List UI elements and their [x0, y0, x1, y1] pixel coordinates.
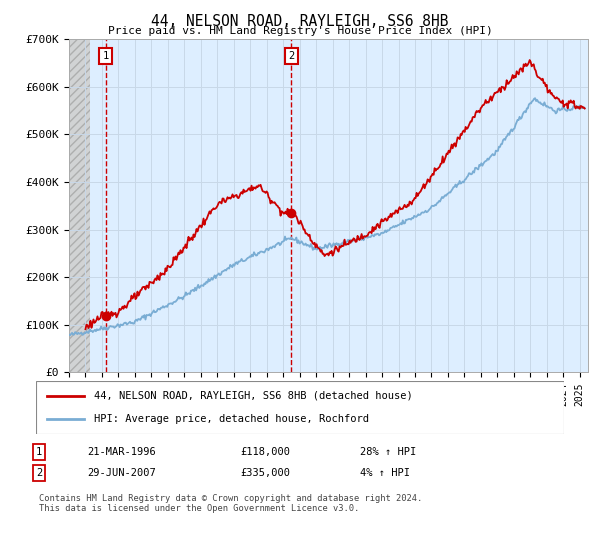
Text: 29-JUN-2007: 29-JUN-2007 [87, 468, 156, 478]
Text: £335,000: £335,000 [240, 468, 290, 478]
Text: 1: 1 [103, 51, 109, 61]
Text: 1: 1 [36, 447, 42, 457]
Text: 2: 2 [36, 468, 42, 478]
Text: 21-MAR-1996: 21-MAR-1996 [87, 447, 156, 457]
Text: 28% ↑ HPI: 28% ↑ HPI [360, 447, 416, 457]
FancyBboxPatch shape [36, 381, 564, 434]
Text: 44, NELSON ROAD, RAYLEIGH, SS6 8HB: 44, NELSON ROAD, RAYLEIGH, SS6 8HB [151, 14, 449, 29]
Text: HPI: Average price, detached house, Rochford: HPI: Average price, detached house, Roch… [94, 414, 369, 424]
Text: 2: 2 [288, 51, 295, 61]
Text: Price paid vs. HM Land Registry's House Price Index (HPI): Price paid vs. HM Land Registry's House … [107, 26, 493, 36]
Bar [69, 39, 91, 372]
Text: 4% ↑ HPI: 4% ↑ HPI [360, 468, 410, 478]
Text: 44, NELSON ROAD, RAYLEIGH, SS6 8HB (detached house): 44, NELSON ROAD, RAYLEIGH, SS6 8HB (deta… [94, 391, 413, 401]
Text: £118,000: £118,000 [240, 447, 290, 457]
Text: Contains HM Land Registry data © Crown copyright and database right 2024.
This d: Contains HM Land Registry data © Crown c… [39, 494, 422, 514]
